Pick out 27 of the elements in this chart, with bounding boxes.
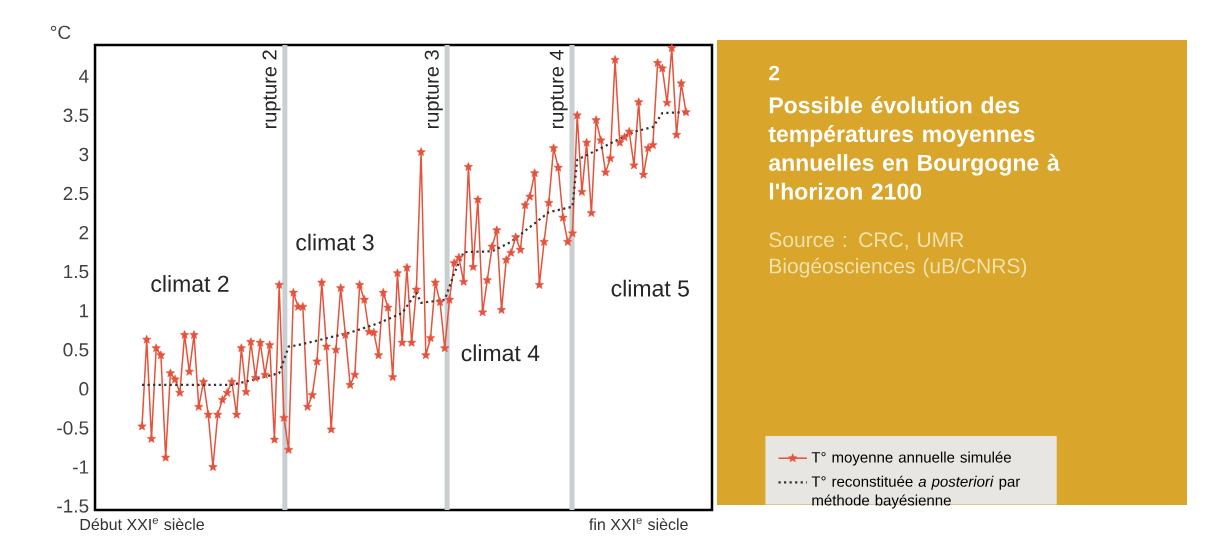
- y-tick-label: 0.5: [63, 343, 89, 357]
- annotation: climat 5: [611, 279, 689, 297]
- text: 2: [769, 65, 780, 81]
- y-tick-label: 3.5: [63, 108, 89, 123]
- annotation: climat 2: [151, 275, 229, 292]
- x-tick-label: Début XXI$^{e}$ siècle: [80, 517, 204, 531]
- y-tick-label: -0.5: [57, 421, 89, 435]
- y-tick-label: -1.5: [57, 499, 89, 513]
- y-tick-label: 2.5: [63, 186, 89, 201]
- y-tick-label: 2: [79, 225, 89, 240]
- y-tick-label: 1: [79, 304, 89, 318]
- legend-label: T° moyenne annuelle simulée: [811, 451, 1011, 466]
- y-tick-label: 0: [79, 382, 89, 396]
- y-tick-label: 3: [79, 147, 89, 162]
- annotation: climat 4: [461, 344, 540, 362]
- text: T° reconstituée a posteriori par méthode bayésienne: [811, 475, 1021, 509]
- y-axis-title: °C: [50, 25, 71, 40]
- source-note: Source : CRC, UMR Biogéosciences (uB/CNRS): [769, 232, 1027, 278]
- text: Possible évolution des températures moyennes annuelles en Bourgogne à l'horizon 2100: [768, 96, 1060, 200]
- annotation: rupture 3: [424, 50, 443, 129]
- x-tick-label: fin XXI$^{e}$ siècle: [589, 517, 688, 531]
- annotation: climat 3: [296, 233, 374, 251]
- y-tick-label: -1: [73, 460, 89, 474]
- y-tick-label: 4: [79, 69, 89, 83]
- annotation: rupture 4: [549, 49, 568, 129]
- annotation: rupture 2: [262, 50, 281, 129]
- y-tick-label: 1.5: [64, 265, 89, 279]
